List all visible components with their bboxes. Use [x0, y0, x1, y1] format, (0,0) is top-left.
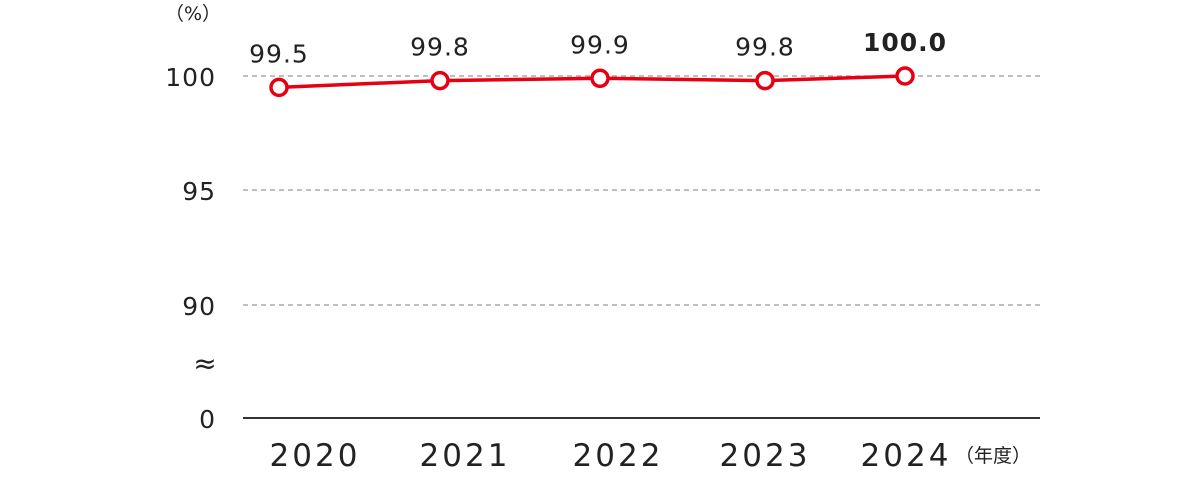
data-point — [269, 77, 289, 98]
y-tick-label: 90 — [182, 292, 216, 321]
data-point — [895, 66, 915, 86]
x-tick-label: 2023 — [720, 438, 811, 474]
data-label: 99.5 — [249, 39, 309, 68]
y-tick-label: 100 — [165, 63, 216, 92]
data-point — [755, 70, 775, 91]
data-label: 99.8 — [735, 33, 795, 62]
data-label: 100.0 — [863, 28, 947, 57]
x-tick-label: 2024 — [861, 438, 952, 474]
x-tick-label: 2022 — [573, 438, 664, 474]
y-tick-label: 0 — [199, 405, 216, 434]
data-points — [269, 66, 915, 98]
x-axis-ticks: 2020 2021 2022 2023 2024 （年度） — [270, 438, 1031, 474]
y-tick-label: 95 — [182, 177, 216, 206]
x-tick-label: 2021 — [420, 438, 511, 474]
data-label: 99.8 — [410, 33, 470, 62]
grid-lines — [243, 75, 1040, 306]
data-label: 99.9 — [570, 30, 630, 59]
x-tick-label: 2020 — [270, 438, 361, 474]
data-point — [430, 70, 450, 91]
x-axis-unit-label: （年度） — [955, 445, 1031, 467]
y-axis-unit-label: （%） — [165, 3, 221, 25]
data-labels: 99.5 99.8 99.9 99.8 100.0 — [249, 28, 947, 68]
y-axis-ticks: 100 95 90 0 ≈ — [165, 63, 216, 434]
data-point — [590, 68, 610, 89]
axis-break-symbol: ≈ — [193, 347, 216, 380]
